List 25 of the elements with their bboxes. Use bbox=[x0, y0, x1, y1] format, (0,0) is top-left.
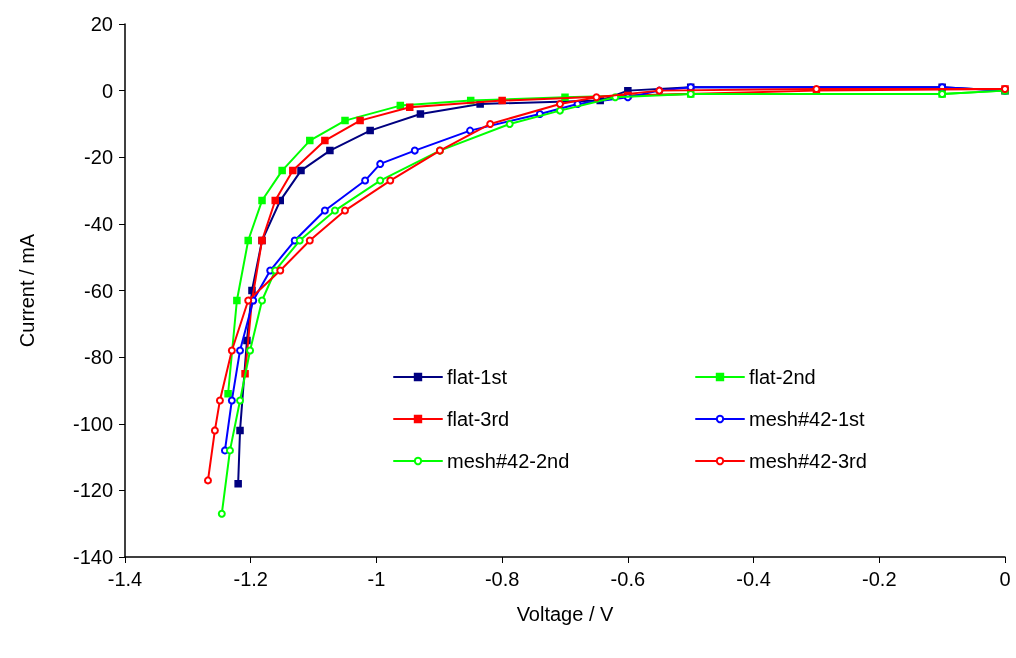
y-tick-label: -40 bbox=[84, 212, 113, 235]
y-tick-label: -20 bbox=[84, 146, 113, 169]
x-tick-label: 0 bbox=[999, 568, 1011, 590]
x-tick-label: -0.2 bbox=[862, 568, 897, 590]
x-tick-label: -1 bbox=[367, 568, 386, 590]
y-tick-label: 20 bbox=[90, 13, 113, 35]
legend-label: mesh#42-1st bbox=[749, 408, 866, 430]
legend-label: flat-3rd bbox=[447, 408, 510, 430]
x-tick-label: -0.6 bbox=[610, 568, 646, 590]
y-tick-label: -120 bbox=[72, 479, 113, 502]
y-tick-label: -140 bbox=[72, 546, 113, 568]
y-tick-label: 0 bbox=[101, 79, 113, 102]
legend-label: flat-2nd bbox=[749, 366, 816, 388]
legend-label: mesh#42-3rd bbox=[749, 450, 867, 472]
x-tick-label: -1.4 bbox=[107, 568, 143, 590]
legend-label: flat-1st bbox=[447, 366, 508, 388]
y-tick-label: -60 bbox=[84, 279, 113, 302]
x-tick-label: -1.2 bbox=[233, 568, 268, 590]
y-axis-title: Current / mA bbox=[16, 233, 38, 348]
y-tick-label: -100 bbox=[72, 412, 113, 435]
x-axis-title: Voltage / V bbox=[516, 603, 615, 625]
y-tick-label: -80 bbox=[84, 346, 113, 369]
x-tick-label: -0.8 bbox=[484, 568, 520, 590]
legend-label: mesh#42-2nd bbox=[447, 450, 570, 472]
x-tick-label: -0.4 bbox=[736, 568, 771, 590]
